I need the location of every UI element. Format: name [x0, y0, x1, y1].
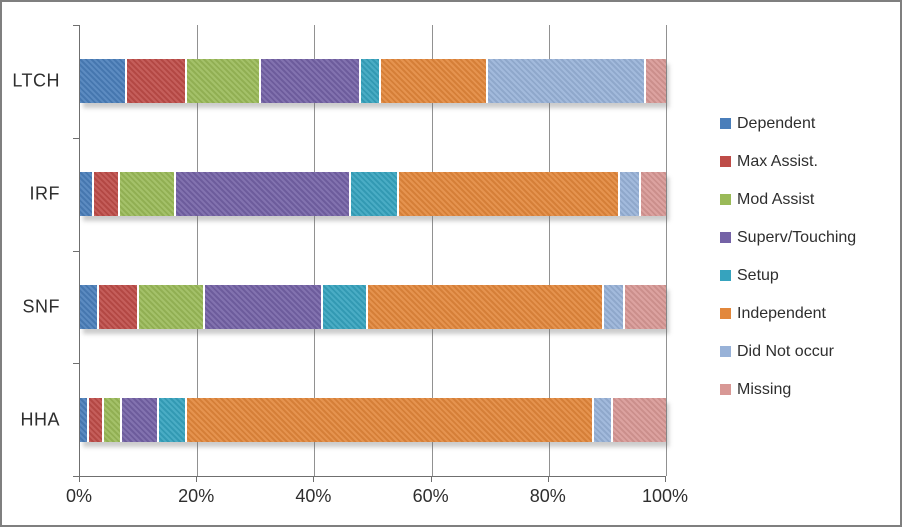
- bar-segment-superv-touching: [175, 172, 351, 217]
- legend-swatch-icon: [720, 232, 731, 243]
- bar-segment-missing: [613, 397, 666, 442]
- bar-segment-max-assist-: [88, 397, 105, 442]
- x-axis-label-100: 100%: [641, 486, 689, 506]
- plot-area: [73, 25, 667, 477]
- legend-label: Did Not occur: [737, 342, 834, 360]
- bar-segment-setup: [350, 172, 399, 217]
- bar-segment-setup: [159, 397, 188, 442]
- legend-item-missing: Missing: [720, 381, 856, 398]
- x-axis-label-20: 20%: [178, 486, 215, 506]
- bar-segment-mod-assist: [187, 59, 262, 104]
- category-label-snf: SNF: [22, 296, 60, 317]
- x-axis-labels: 0% 20% 40% 60% 80% 100%: [66, 486, 688, 510]
- legend-swatch-icon: [720, 194, 731, 205]
- legend-item-max-assist-: Max Assist.: [720, 153, 856, 170]
- x-axis-tick-80: [547, 477, 549, 482]
- bar-segment-missing: [640, 172, 666, 217]
- gridline-80: [548, 25, 550, 476]
- y-axis-tick: [73, 250, 80, 252]
- bar-segment-superv-touching: [261, 59, 362, 104]
- stacked-bar-irf: [80, 172, 666, 217]
- category-label-ltch: LTCH: [12, 70, 60, 91]
- bar-segment-independent: [381, 59, 488, 104]
- x-axis-tick-60: [430, 477, 432, 482]
- stacked-bar-ltch: [80, 59, 666, 104]
- x-axis-tick-100: [665, 477, 666, 482]
- bar-segment-max-assist-: [126, 59, 188, 104]
- bar-segment-dependent: [80, 397, 89, 442]
- y-axis-tick: [73, 476, 80, 477]
- bar-segment-mod-assist: [104, 397, 123, 442]
- bar-segment-did-not-occur: [593, 397, 614, 442]
- legend-label: Mod Assist: [737, 190, 815, 208]
- bar-segment-setup: [361, 59, 382, 104]
- x-axis-tick-20: [196, 477, 198, 482]
- legend-item-mod-assist: Mod Assist: [720, 191, 856, 208]
- bar-segment-dependent: [80, 284, 99, 329]
- bar-segment-independent: [187, 397, 594, 442]
- bar-segment-superv-touching: [204, 284, 323, 329]
- legend-label: Setup: [737, 266, 779, 284]
- stacked-bar-hha: [80, 397, 666, 442]
- bar-segment-missing: [646, 59, 666, 104]
- x-axis-label-0: 0%: [65, 486, 93, 506]
- bar-segment-mod-assist: [119, 172, 176, 217]
- y-axis-labels: LTCH IRF SNF HHA: [2, 25, 66, 476]
- x-axis-tick-0: [79, 477, 80, 482]
- legend-label: Dependent: [737, 114, 816, 132]
- x-axis-label-80: 80%: [529, 486, 566, 506]
- category-label-hha: HHA: [20, 409, 60, 430]
- legend-item-setup: Setup: [720, 267, 856, 284]
- gridline-40: [314, 25, 316, 476]
- bar-segment-superv-touching: [122, 397, 160, 442]
- legend: Dependent Max Assist. Mod Assist Superv/Tou…: [720, 115, 856, 398]
- bar-segment-max-assist-: [98, 284, 140, 329]
- legend-label: Max Assist.: [737, 152, 818, 170]
- y-axis-tick: [73, 363, 80, 365]
- gridline-20: [197, 25, 199, 476]
- legend-swatch-icon: [720, 384, 731, 395]
- bar-segment-dependent: [80, 172, 95, 217]
- legend-swatch-icon: [720, 308, 731, 319]
- bar-segment-independent: [368, 284, 604, 329]
- legend-label: Superv/Touching: [737, 228, 857, 246]
- legend-swatch-icon: [720, 118, 731, 129]
- legend-swatch-icon: [720, 270, 731, 281]
- bar-segment-dependent: [80, 59, 127, 104]
- y-axis-tick: [73, 137, 80, 139]
- bar-segment-missing: [624, 284, 666, 329]
- x-axis-tick-40: [313, 477, 315, 482]
- legend-item-independent: Independent: [720, 305, 856, 322]
- bar-segment-max-assist-: [94, 172, 120, 217]
- legend-label: Missing: [737, 380, 792, 398]
- legend-item-dependent: Dependent: [720, 115, 856, 132]
- gridline-100: [666, 25, 667, 476]
- legend-swatch-icon: [720, 156, 731, 167]
- bar-segment-did-not-occur: [603, 284, 625, 329]
- bar-segment-setup: [322, 284, 369, 329]
- gridline-60: [431, 25, 433, 476]
- category-label-irf: IRF: [29, 183, 60, 204]
- bar-segment-did-not-occur: [487, 59, 647, 104]
- bar-segment-mod-assist: [139, 284, 205, 329]
- x-axis-label-60: 60%: [412, 486, 449, 506]
- legend-item-did-not-occur: Did Not occur: [720, 343, 856, 360]
- x-axis-ticks: [79, 477, 666, 482]
- stacked-bar-snf: [80, 284, 666, 329]
- bar-segment-independent: [398, 172, 621, 217]
- x-axis-label-40: 40%: [295, 486, 332, 506]
- bar-segment-did-not-occur: [620, 172, 641, 217]
- legend-label: Independent: [737, 304, 826, 322]
- legend-item-superv-touching: Superv/Touching: [720, 229, 856, 246]
- y-axis-tick: [73, 25, 80, 26]
- legend-swatch-icon: [720, 346, 731, 357]
